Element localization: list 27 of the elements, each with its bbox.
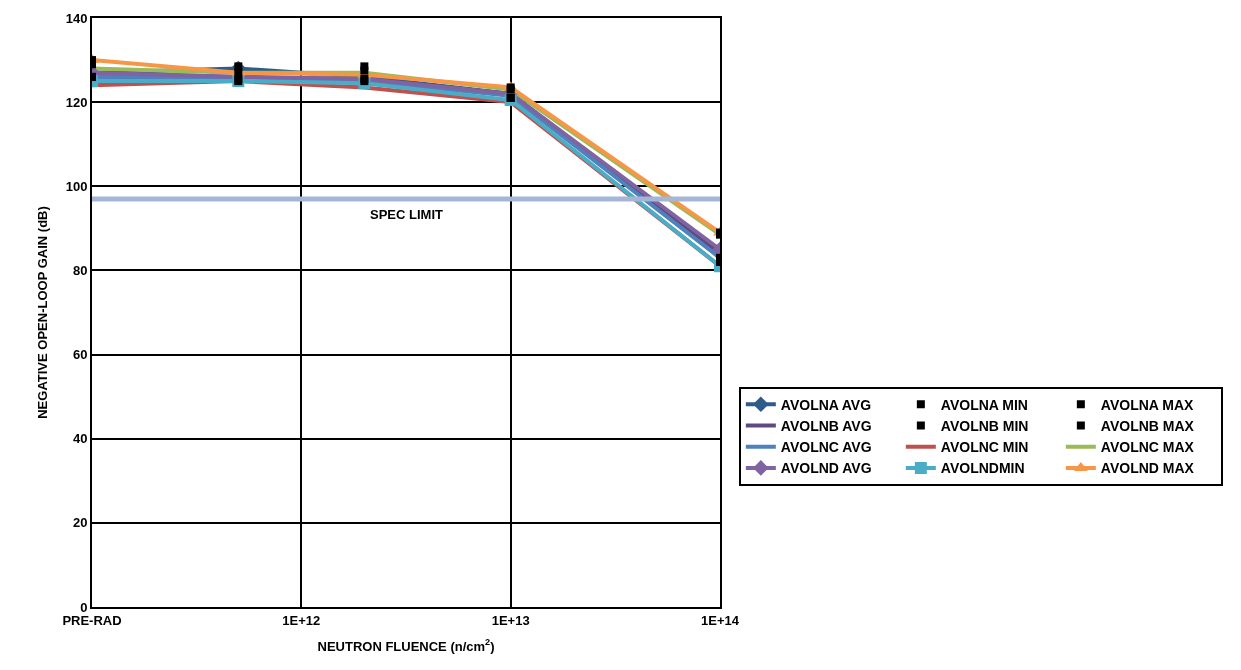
x-axis-title: NEUTRON FLUENCE (n/cm$^{2}$) [317,637,495,654]
legend-label: AVOLNB MIN [940,417,1029,434]
x-tick-label: 1E+13 [491,612,530,628]
y-tick-label: 60 [72,347,88,363]
legend-label: AVOLNC MAX [1100,439,1195,456]
x-tick-label: PRE-RAD [62,612,122,628]
legend-label: AVOLNB MAX [1100,417,1195,434]
legend-label: AVOLNC AVG [780,439,872,456]
legend-label: AVOLNDMIN [940,460,1025,477]
legend-label: AVOLNA MAX [1100,396,1195,413]
legend-label: AVOLNB AVG [780,417,872,434]
legend-label: AVOLND AVG [780,460,872,477]
y-tick-label: 140 [65,10,88,26]
y-axis-title: NEGATIVE OPEN-LOOP GAIN (dB) [35,206,51,419]
y-tick-label: 20 [72,515,88,531]
legend-label: AVOLND MAX [1100,460,1195,477]
y-tick-label: 40 [72,431,88,447]
y-tick-label: 120 [65,94,88,110]
legend-label: AVOLNA AVG [780,396,872,413]
legend-label: AVOLNC MIN [940,439,1029,456]
y-tick-label: 80 [72,262,88,278]
legend-label: AVOLNA MIN [940,396,1028,413]
x-tick-label: 1E+12 [282,612,321,628]
ref-line-label: SPEC LIMIT [370,207,444,222]
y-tick-label: 0 [80,599,88,615]
y-tick-label: 100 [65,178,88,194]
x-tick-label: 1E+14 [701,612,740,628]
